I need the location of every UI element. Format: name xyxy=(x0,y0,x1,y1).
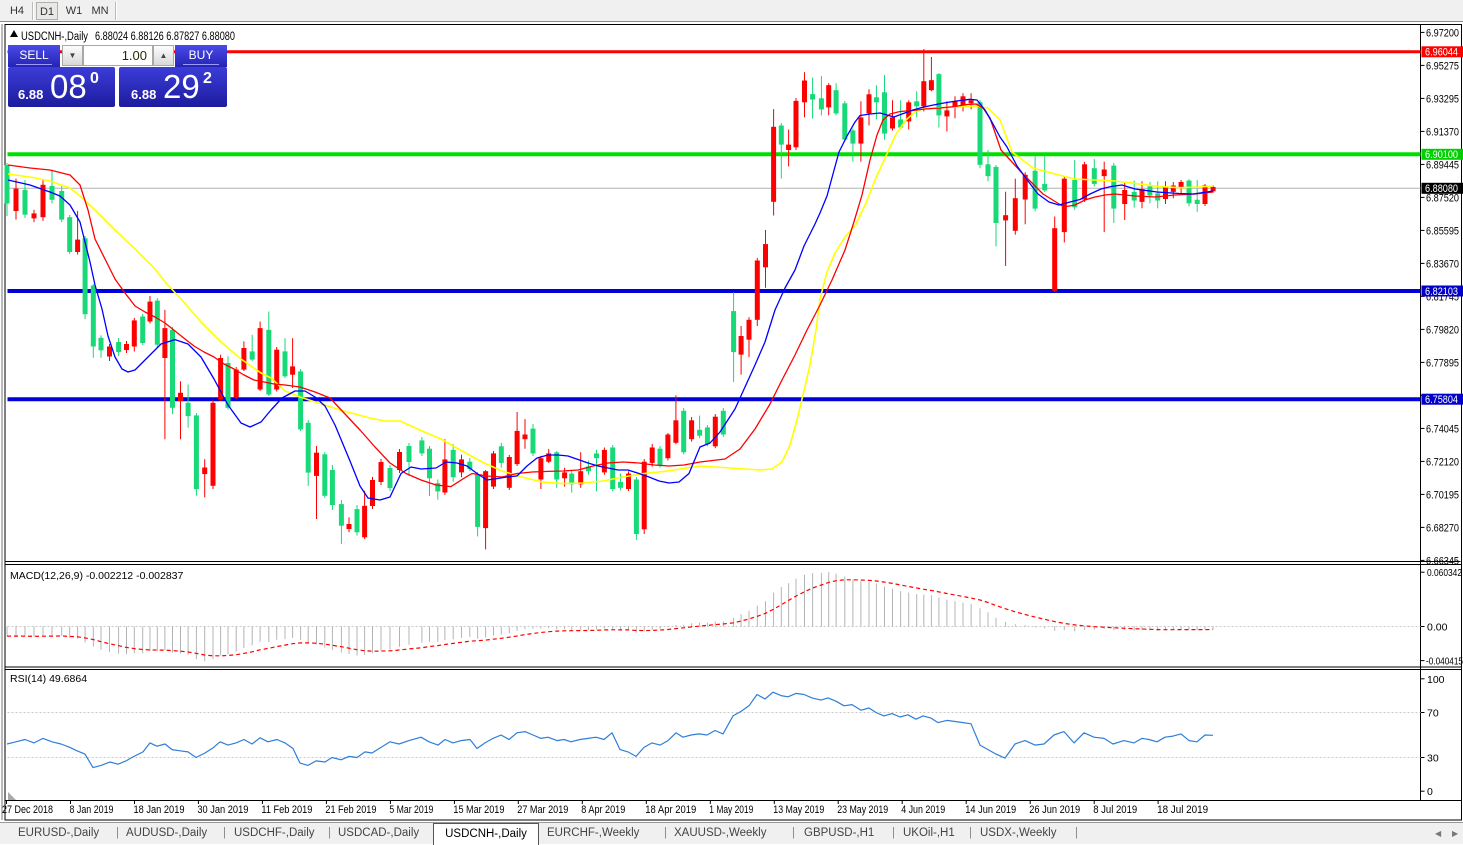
svg-text:6.82103: 6.82103 xyxy=(1425,286,1458,298)
svg-text:6.83670: 6.83670 xyxy=(1426,258,1459,270)
svg-text:6.90100: 6.90100 xyxy=(1425,149,1458,161)
svg-text:6.70195: 6.70195 xyxy=(1426,489,1459,501)
svg-text:13 May 2019: 13 May 2019 xyxy=(773,804,824,816)
svg-text:70: 70 xyxy=(1427,708,1439,720)
svg-text:6.74045: 6.74045 xyxy=(1426,423,1459,435)
svg-text:8 Jan 2019: 8 Jan 2019 xyxy=(70,804,114,816)
svg-text:23 May 2019: 23 May 2019 xyxy=(837,804,888,816)
svg-text:-0.040415: -0.040415 xyxy=(1426,656,1463,668)
svg-text:RSI(14) 49.6864: RSI(14) 49.6864 xyxy=(10,673,87,685)
svg-text:6.91370: 6.91370 xyxy=(1426,126,1459,138)
svg-text:6.89445: 6.89445 xyxy=(1426,159,1459,171)
svg-text:6.79820: 6.79820 xyxy=(1426,324,1459,336)
svg-text:30: 30 xyxy=(1427,753,1439,765)
svg-text:6.75804: 6.75804 xyxy=(1425,394,1458,406)
svg-text:14 Jun 2019: 14 Jun 2019 xyxy=(965,804,1016,816)
svg-text:6.88080: 6.88080 xyxy=(1425,183,1458,195)
svg-text:6.68270: 6.68270 xyxy=(1426,522,1459,534)
svg-text:5 Mar 2019: 5 Mar 2019 xyxy=(389,804,433,816)
svg-text:27 Mar 2019: 27 Mar 2019 xyxy=(517,804,568,816)
svg-text:6.88024 6.88126 6.87827 6.8808: 6.88024 6.88126 6.87827 6.88080 xyxy=(95,31,235,43)
svg-text:8 Jul 2019: 8 Jul 2019 xyxy=(1093,804,1137,816)
svg-text:1 May 2019: 1 May 2019 xyxy=(709,804,753,816)
svg-text:6.97200: 6.97200 xyxy=(1426,27,1459,39)
svg-text:0.060342: 0.060342 xyxy=(1427,567,1462,579)
svg-text:6.93295: 6.93295 xyxy=(1426,93,1459,105)
svg-text:6.96044: 6.96044 xyxy=(1425,47,1458,59)
svg-text:6.95275: 6.95275 xyxy=(1426,60,1459,72)
svg-text:4 Jun 2019: 4 Jun 2019 xyxy=(901,804,945,816)
svg-text:USDCNH-,Daily: USDCNH-,Daily xyxy=(21,31,88,43)
svg-text:0.00: 0.00 xyxy=(1427,622,1448,634)
svg-text:18 Apr 2019: 18 Apr 2019 xyxy=(645,804,696,816)
svg-text:100: 100 xyxy=(1427,674,1445,686)
svg-text:6.77895: 6.77895 xyxy=(1426,357,1459,369)
svg-text:0: 0 xyxy=(1427,786,1433,798)
svg-text:6.66345: 6.66345 xyxy=(1426,555,1459,567)
svg-text:MACD(12,26,9) -0.002212 -0.002: MACD(12,26,9) -0.002212 -0.002837 xyxy=(10,570,184,582)
svg-text:6.72120: 6.72120 xyxy=(1426,456,1459,468)
svg-text:27 Dec 2018: 27 Dec 2018 xyxy=(2,804,53,816)
svg-text:30 Jan 2019: 30 Jan 2019 xyxy=(197,804,248,816)
svg-text:18 Jan 2019: 18 Jan 2019 xyxy=(134,804,185,816)
svg-text:8 Apr 2019: 8 Apr 2019 xyxy=(581,804,625,816)
svg-text:26 Jun 2019: 26 Jun 2019 xyxy=(1029,804,1080,816)
svg-text:6.85595: 6.85595 xyxy=(1426,225,1459,237)
svg-text:11 Feb 2019: 11 Feb 2019 xyxy=(261,804,312,816)
svg-text:18 Jul 2019: 18 Jul 2019 xyxy=(1157,804,1208,816)
svg-text:15 Mar 2019: 15 Mar 2019 xyxy=(453,804,504,816)
svg-text:21 Feb 2019: 21 Feb 2019 xyxy=(325,804,376,816)
